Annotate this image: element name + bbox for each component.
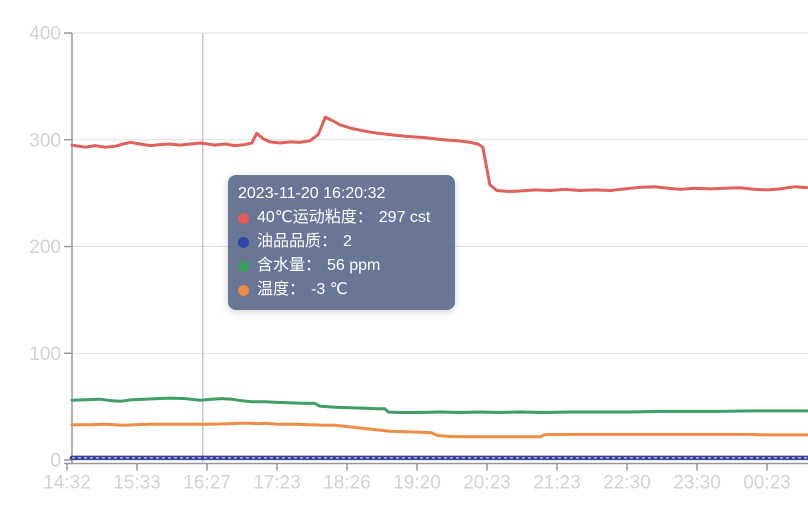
x-axis-tick-label: 00:23 (743, 473, 791, 494)
x-axis-tick-label: 14:32 (43, 473, 91, 494)
series-line-0 (70, 115, 808, 193)
x-axis-tick-label: 18:26 (323, 473, 371, 494)
y-axis-tick-label: 0 (50, 451, 61, 472)
series-line-3 (70, 421, 808, 439)
x-axis-tick-label: 22:30 (603, 473, 651, 494)
x-axis-tick-label: 15:33 (113, 473, 161, 494)
y-axis-tick-label: 200 (29, 237, 61, 258)
x-axis-tick-label: 16:27 (183, 473, 231, 494)
y-axis-tick-label: 100 (29, 344, 61, 365)
x-axis-tick-label: 21:23 (533, 473, 581, 494)
y-axis-tick-label: 400 (29, 24, 61, 45)
y-axis-tick-label: 300 (29, 130, 61, 151)
series-line-2 (70, 396, 808, 414)
x-axis-tick-label: 23:30 (673, 473, 721, 494)
x-axis-tick-label: 19:20 (393, 473, 441, 494)
x-axis-tick-label: 20:23 (463, 473, 511, 494)
x-axis-tick-label: 17:23 (253, 473, 301, 494)
